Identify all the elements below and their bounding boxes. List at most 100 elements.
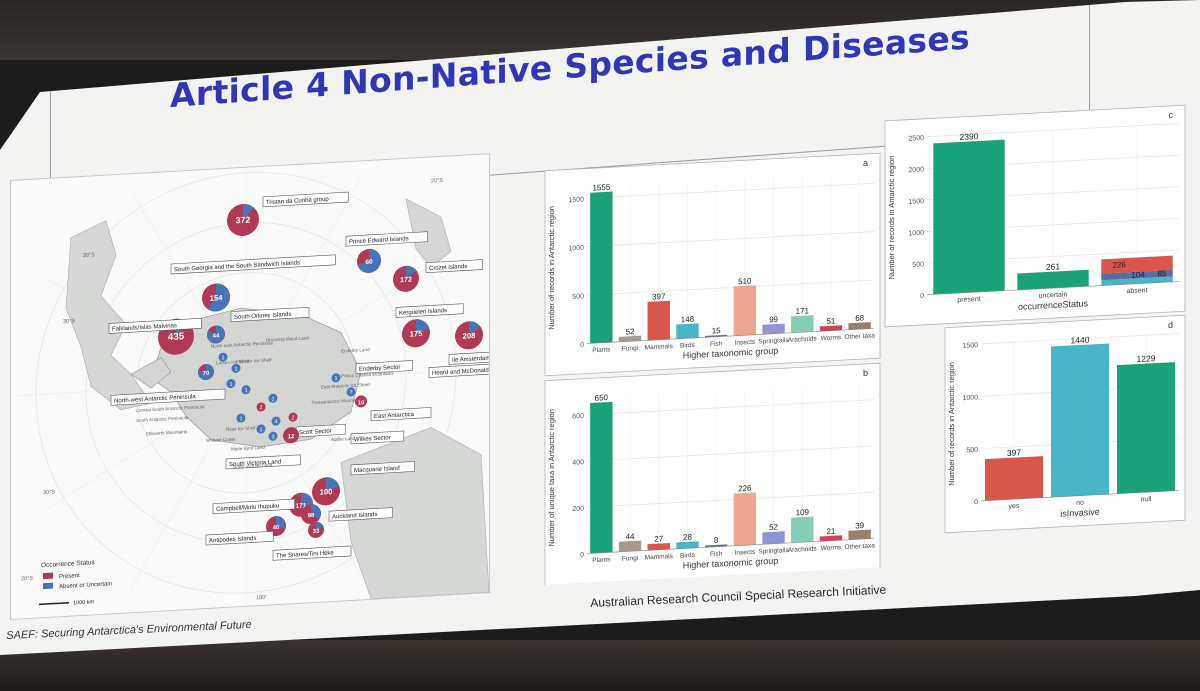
x-tick-label: Fish: [710, 550, 723, 558]
bar: [647, 300, 670, 341]
latitude-label: 20°S: [431, 178, 443, 185]
label-antipodes: Antipodes Islands: [205, 530, 274, 546]
y-tick-label: 500: [572, 293, 584, 301]
pie-count-label: 10: [358, 400, 365, 406]
small-count-pie: 1: [256, 424, 266, 434]
pie-nw-peninsula: 70: [198, 364, 214, 381]
pie-count-label: 70: [203, 371, 210, 377]
small-pie-label: 7: [349, 390, 352, 396]
small-pie-label: 2: [291, 415, 294, 421]
pie-present-slice: [355, 395, 367, 408]
minor-region-label: Shirase Coast: [206, 436, 236, 443]
bar: [676, 541, 699, 549]
bar: [590, 401, 613, 554]
pie-south-orkney: 44: [207, 325, 225, 344]
small-pie-circle: [271, 416, 281, 426]
x-axis: [927, 281, 1179, 296]
region-label-text: Antipodes Islands: [209, 536, 256, 545]
pie-count-label: 60: [365, 259, 373, 266]
bar-value-label: 148: [681, 315, 695, 325]
bar: [1116, 362, 1176, 494]
minor-region-label: North Victoria Land: [233, 462, 273, 469]
region-label-box: [350, 461, 415, 476]
small-pie-circle: [268, 431, 278, 441]
bar-segment: [1101, 276, 1173, 286]
pie-auckland: 98: [301, 504, 321, 525]
bar-value-label: 104: [1131, 270, 1145, 280]
label-macquarie: Macquarie Island: [350, 461, 415, 476]
pie-count-label: 100: [320, 487, 333, 497]
bar-value-label: 397: [1007, 447, 1021, 458]
small-pie-circle: [241, 385, 251, 395]
y-tick-label: 2000: [908, 166, 924, 174]
latitude-label: 20°S: [21, 576, 33, 583]
pie-absent-slice: [198, 364, 214, 380]
minor-region-label: Filchner Ice Shelf: [236, 357, 272, 364]
antarctic-map-panel: 372 Tristan da Cunha group 60 Prince Edward…: [10, 152, 571, 621]
panel-letter: b: [863, 368, 868, 378]
pie-absent-slice: [207, 283, 230, 312]
y-tick-label: 500: [966, 447, 978, 455]
region-label-box: [262, 191, 349, 208]
minor-region-label: Dronning Maud Land: [266, 335, 309, 342]
region-label-text: South Victoria Land: [229, 459, 281, 468]
label-south-victoria-land: South Victoria Land: [225, 454, 301, 470]
small-pie-circle: [256, 424, 266, 434]
pie-absent-slice: [406, 265, 417, 279]
bar: [791, 315, 814, 333]
x-tick-label: Springtails: [758, 547, 789, 556]
chart-panel-b: 0 200 400 600 650 Plants 44 Fungi 27 Mammals 28 Bir…: [544, 362, 881, 587]
x-tick-label: Fish: [710, 340, 723, 348]
region-label-text: Wilkes Sector: [354, 435, 391, 443]
x-axis: [981, 490, 1179, 502]
small-count-pie: 1: [268, 393, 278, 403]
bar-value-label: 109: [796, 508, 810, 518]
minor-region-label: Ellsworth Mountains: [146, 429, 188, 436]
bar-value-label: 226: [738, 484, 752, 494]
room-floor: [0, 640, 1200, 691]
small-count-pie: 1: [331, 373, 341, 383]
legend-label-absent: Absent or Uncertain: [59, 581, 112, 590]
small-pie-circle: [218, 352, 228, 362]
small-pie-label: 2: [259, 405, 262, 411]
scale-bar-label: 1000 km: [73, 599, 94, 606]
minor-region-label: Prince Charles Mountains: [341, 371, 394, 379]
bar-value-label: 1440: [1071, 334, 1090, 345]
bar: [733, 285, 757, 336]
pie-amsterdam: 208: [455, 321, 483, 350]
x-tick-label: Other taxa: [844, 332, 875, 341]
minor-region-label: Ross Ice Shelf: [226, 425, 256, 432]
minor-region-label: Marie Byrd Land: [231, 445, 265, 452]
legend-title: Occurrence Status: [41, 559, 96, 569]
region-label-text: Campbell/Motu Ihupuku: [216, 503, 279, 513]
legend-swatch-absent: [43, 582, 53, 590]
x-tick-label: Birds: [680, 552, 696, 560]
label-snares: The Snares/Tini Heke: [272, 545, 352, 561]
region-label-text: Tristan da Cunha group: [266, 197, 329, 207]
pie-present-slice: [283, 427, 299, 444]
pie-south-victoria-land: 12: [283, 427, 299, 444]
pie-absent-slice: [357, 248, 381, 273]
bar: [647, 542, 670, 551]
y-tick-label: 600: [572, 413, 584, 421]
region-label-box: [370, 407, 432, 422]
latitude-label: 30°S: [63, 318, 75, 325]
region-label-box: [328, 507, 393, 522]
bar-value-label: 15: [712, 326, 721, 335]
x-tick-label: Mammals: [645, 343, 674, 352]
y-tick-label: 200: [572, 505, 584, 513]
small-count-pie: 1: [241, 385, 251, 395]
x-tick-label: Arachnids: [788, 335, 818, 344]
pie-south-georgia: 154: [202, 283, 230, 312]
pie-prince-edward: 60: [357, 248, 381, 273]
label-south-orkney: South Orkney Islands: [230, 306, 310, 322]
bar: [762, 531, 785, 545]
bar: [819, 535, 843, 542]
pie-kerguelen: 175: [402, 319, 430, 348]
y-axis-title: Number of unique taxa in Antarctic regio…: [547, 409, 556, 547]
x-axis: [587, 538, 874, 554]
region-label-text: Macquarie Island: [354, 466, 400, 475]
region-label-box: [170, 254, 336, 275]
region-label-box: [108, 317, 202, 334]
